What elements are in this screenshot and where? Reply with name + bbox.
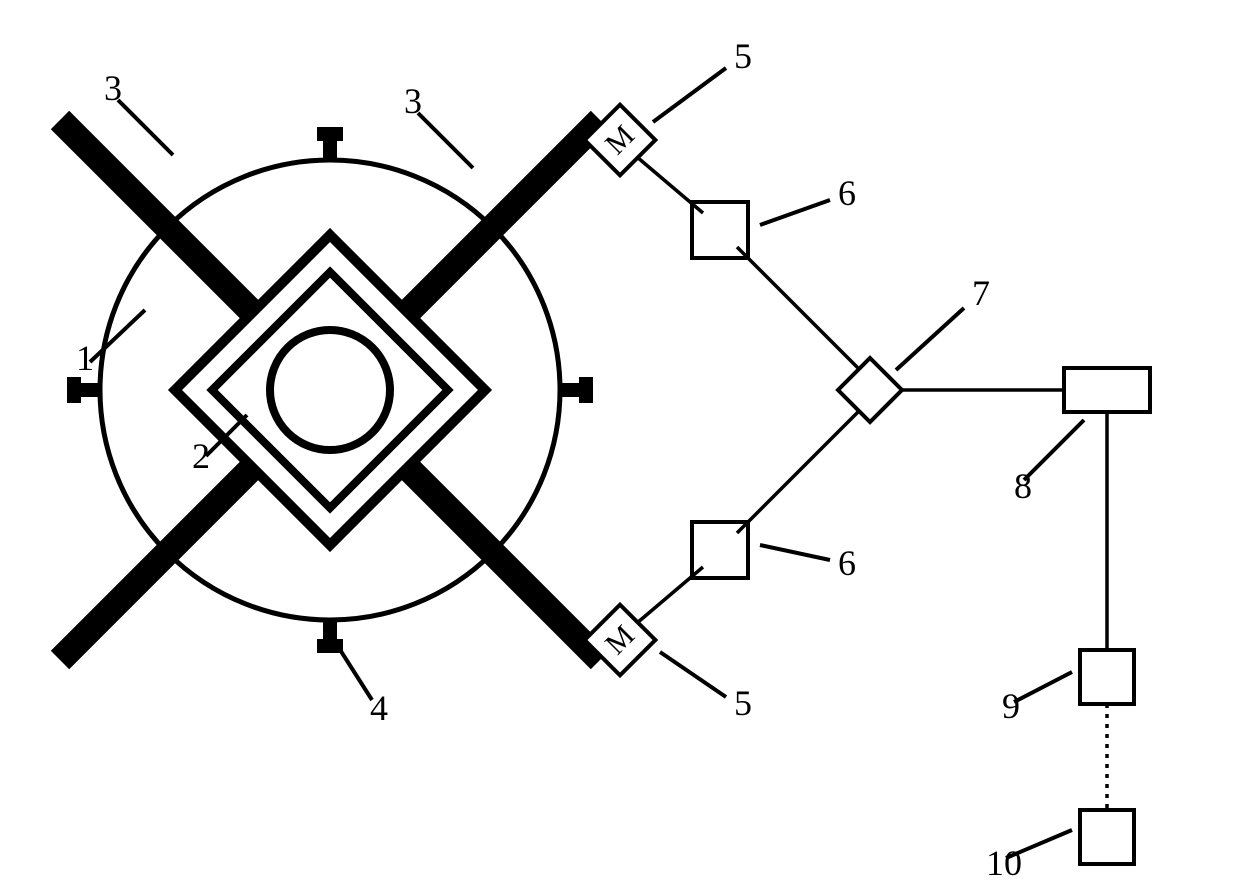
callout-3b-leader (418, 113, 473, 168)
callout-4-leader (337, 645, 372, 700)
callout-8-leader (1024, 420, 1084, 480)
callout-7-leader (896, 308, 964, 370)
callout-7-label: 7 (972, 273, 990, 313)
callout-5a-leader (653, 68, 726, 122)
callout-5b-leader (660, 652, 726, 697)
callout-2-label: 2 (192, 436, 210, 476)
controller (1064, 368, 1150, 412)
callout-1-label: 1 (76, 338, 94, 378)
callout-6b-label: 6 (838, 543, 856, 583)
callout-9-label: 9 (1002, 686, 1020, 726)
wire-driver-bottom-to-junction (737, 412, 858, 533)
callout-6a-leader (760, 200, 830, 225)
callout-10-label: 10 (986, 843, 1022, 883)
box10 (1080, 810, 1134, 864)
wire-driver-top-to-junction (737, 247, 858, 368)
callout-9-leader (1014, 672, 1072, 702)
callout-8-label: 8 (1014, 466, 1032, 506)
callout-1-leader (90, 310, 145, 362)
callout-5b-label: 5 (734, 683, 752, 723)
callout-3a-leader (118, 100, 173, 155)
inner-circle (270, 330, 390, 450)
junction-diamond (838, 358, 902, 422)
wire-m-top-to-driver-top (637, 157, 703, 213)
callout-5a-label: 5 (734, 36, 752, 76)
callout-6b-leader (760, 545, 830, 560)
callout-6a-label: 6 (838, 173, 856, 213)
box9 (1080, 650, 1134, 704)
callout-3a-label: 3 (104, 68, 122, 108)
callout-4-label: 4 (370, 688, 388, 728)
callout-3b-label: 3 (404, 81, 422, 121)
wire-m-bottom-to-driver-bottom (637, 567, 703, 623)
